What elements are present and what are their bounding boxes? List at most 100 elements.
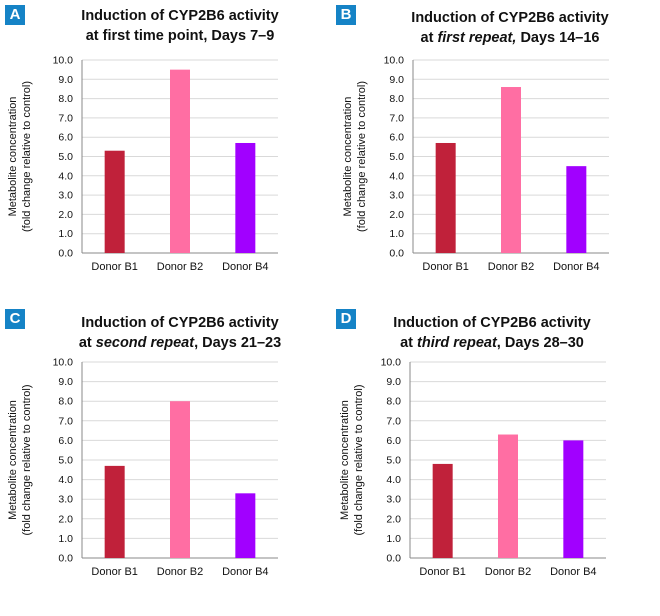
chart-title-line2: at first time point, Days 7–9	[40, 26, 320, 46]
y-tick-label: 1.0	[389, 228, 404, 240]
bar-chart: 0.0 1.0 2.0 3.0 4.0 5.0 6.0 7.0 8.0 9.0 10.0 Donor …	[342, 55, 609, 273]
y-tick-label: 5.0	[58, 455, 73, 467]
bar	[170, 69, 190, 254]
bar	[498, 434, 518, 558]
bar	[170, 401, 190, 558]
bar	[235, 142, 256, 253]
x-tick-label: Donor B1	[91, 566, 137, 578]
y-tick-label: 7.0	[386, 415, 401, 427]
y-tick-label: 6.0	[58, 132, 73, 144]
chart-title-line2: at third repeat, Days 28–30	[372, 333, 612, 353]
chart-title: Induction of CYP2B6 activity at first re…	[380, 8, 640, 48]
y-tick-label: 0.0	[386, 553, 401, 565]
y-tick-label: 3.0	[58, 494, 73, 506]
y-axis-label: (fold change relative to control)	[353, 384, 365, 535]
y-tick-label: 7.0	[58, 415, 73, 427]
y-tick-label: 0.0	[58, 553, 73, 565]
title-text: at first time point, Days 7–9	[85, 28, 275, 44]
x-tick-label: Donor B2	[485, 566, 531, 578]
title-text: at	[78, 335, 96, 351]
bar	[566, 166, 587, 253]
x-tick-label: Donor B2	[488, 261, 534, 273]
bar-chart: 0.0 1.0 2.0 3.0 4.0 5.0 6.0 7.0 8.0 9.0 10.0 Donor …	[7, 357, 278, 578]
y-tick-label: 8.0	[58, 93, 73, 105]
title-emphasis: second repeat	[95, 335, 195, 351]
x-tick-label: Donor B2	[157, 566, 203, 578]
y-tick-label: 1.0	[58, 533, 73, 545]
title-emphasis: first repeat,	[437, 30, 517, 46]
y-tick-label: 0.0	[58, 248, 73, 260]
title-text: at	[420, 30, 438, 46]
y-tick-label: 10.0	[384, 55, 405, 67]
chart-title-line1: Induction of CYP2B6 activity	[81, 8, 279, 24]
x-tick-label: Donor B4	[553, 261, 599, 273]
y-tick-label: 8.0	[386, 396, 401, 408]
y-axis-label: (fold change relative to control)	[356, 81, 368, 232]
y-tick-label: 2.0	[386, 513, 401, 525]
y-tick-label: 9.0	[386, 376, 401, 388]
y-axis-label: Metabolite concentration	[339, 400, 351, 520]
y-tick-label: 5.0	[386, 455, 401, 467]
title-text: , Days 28–30	[496, 335, 584, 351]
chart-title-line1: Induction of CYP2B6 activity	[393, 315, 591, 331]
y-tick-label: 7.0	[389, 112, 404, 124]
x-tick-label: Donor B4	[222, 261, 268, 273]
y-tick-label: 5.0	[58, 151, 73, 163]
title-text: at	[400, 335, 418, 351]
y-axis-label: (fold change relative to control)	[21, 384, 33, 535]
x-tick-label: Donor B1	[422, 261, 468, 273]
y-tick-label: 7.0	[58, 112, 73, 124]
y-tick-label: 10.0	[53, 357, 74, 369]
bar	[432, 463, 453, 558]
y-axis-label: Metabolite concentration	[7, 400, 19, 520]
y-tick-label: 4.0	[386, 474, 401, 486]
title-emphasis: third repeat	[417, 335, 497, 351]
y-tick-label: 6.0	[389, 132, 404, 144]
y-axis-label: Metabolite concentration	[342, 97, 354, 217]
x-tick-label: Donor B2	[157, 261, 203, 273]
panel-label-badge: A	[5, 5, 25, 25]
y-tick-label: 9.0	[58, 376, 73, 388]
chart-title-line2: at second repeat, Days 21–23	[40, 333, 320, 353]
y-tick-label: 9.0	[58, 74, 73, 86]
bar	[104, 465, 125, 558]
bar	[435, 142, 456, 253]
chart-title-line1: Induction of CYP2B6 activity	[411, 10, 609, 26]
y-tick-label: 3.0	[58, 190, 73, 202]
y-tick-label: 8.0	[389, 93, 404, 105]
y-tick-label: 10.0	[381, 357, 402, 369]
y-tick-label: 4.0	[389, 170, 404, 182]
chart-title-line1: Induction of CYP2B6 activity	[81, 315, 279, 331]
panel-label-badge: D	[336, 309, 356, 329]
bar-chart: 0.0 1.0 2.0 3.0 4.0 5.0 6.0 7.0 8.0 9.0 10.0 Donor …	[7, 55, 278, 273]
chart-title: Induction of CYP2B6 activity at second r…	[40, 313, 320, 353]
bar	[501, 87, 521, 254]
bar	[563, 440, 584, 558]
panel-label-badge: C	[5, 309, 25, 329]
y-tick-label: 3.0	[389, 190, 404, 202]
y-tick-label: 6.0	[58, 435, 73, 447]
y-axis-label: (fold change relative to control)	[21, 81, 33, 232]
title-text: , Days 21–23	[194, 335, 282, 351]
y-tick-label: 6.0	[386, 435, 401, 447]
chart-title-line2: at first repeat, Days 14–16	[380, 28, 640, 48]
bar	[104, 150, 125, 253]
panel-label-badge: B	[336, 5, 356, 25]
y-tick-label: 2.0	[58, 209, 73, 221]
y-tick-label: 5.0	[389, 151, 404, 163]
y-tick-label: 1.0	[58, 228, 73, 240]
x-tick-label: Donor B1	[419, 566, 465, 578]
bar	[235, 493, 256, 558]
x-tick-label: Donor B4	[222, 566, 268, 578]
y-tick-label: 2.0	[58, 513, 73, 525]
x-tick-label: Donor B4	[550, 566, 596, 578]
y-axis-label: Metabolite concentration	[7, 97, 19, 217]
chart-title: Induction of CYP2B6 activity at third re…	[372, 313, 612, 353]
y-tick-label: 3.0	[386, 494, 401, 506]
y-tick-label: 1.0	[386, 533, 401, 545]
chart-title: Induction of CYP2B6 activity at first ti…	[40, 6, 320, 46]
y-tick-label: 4.0	[58, 474, 73, 486]
y-tick-label: 9.0	[389, 74, 404, 86]
y-tick-label: 10.0	[53, 55, 74, 67]
